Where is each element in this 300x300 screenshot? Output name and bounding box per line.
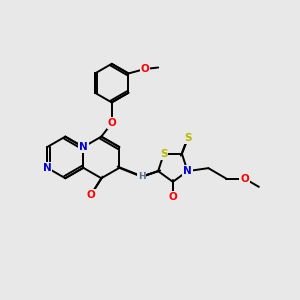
Text: O: O bbox=[87, 190, 95, 200]
Text: N: N bbox=[79, 142, 88, 152]
Text: S: S bbox=[184, 134, 192, 143]
Text: N: N bbox=[43, 163, 52, 173]
Text: O: O bbox=[169, 192, 177, 202]
Text: O: O bbox=[107, 118, 116, 128]
Text: S: S bbox=[160, 149, 167, 159]
Text: O: O bbox=[240, 174, 249, 184]
Text: N: N bbox=[183, 166, 192, 176]
Text: O: O bbox=[140, 64, 149, 74]
Text: H: H bbox=[138, 172, 146, 181]
